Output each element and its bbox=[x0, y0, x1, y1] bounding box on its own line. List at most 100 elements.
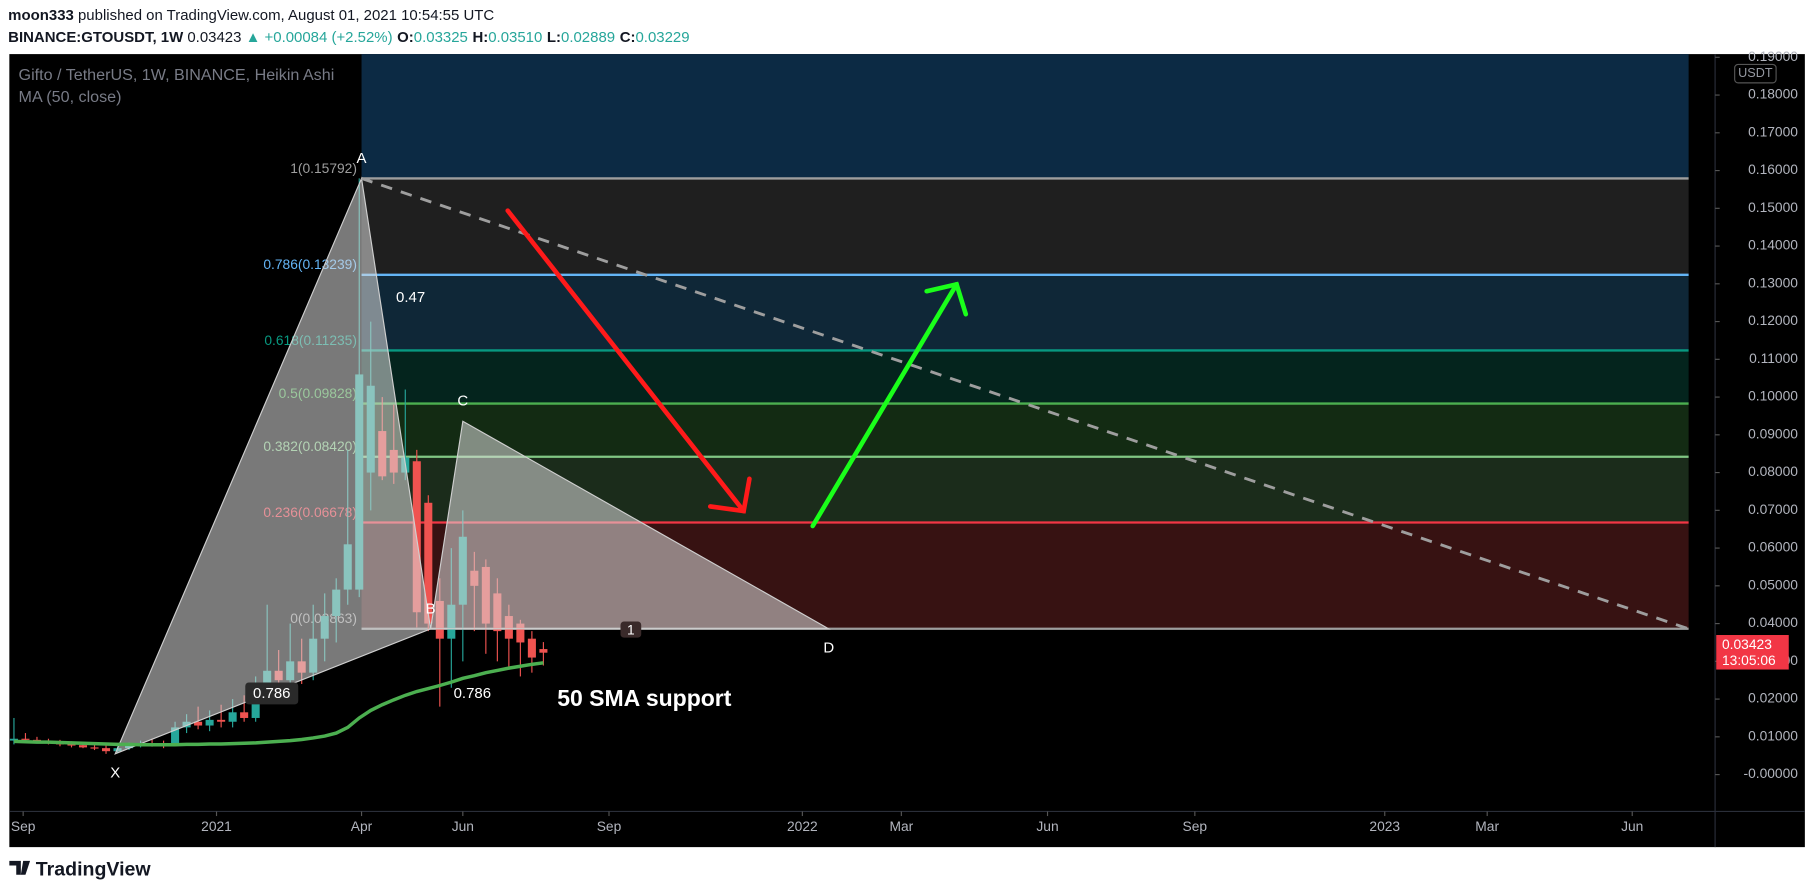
annotation: 50 SMA support bbox=[557, 685, 732, 711]
published: published on TradingView.com, August 01,… bbox=[78, 7, 494, 24]
logo-text: TradingView bbox=[36, 858, 152, 880]
fib-fill bbox=[361, 178, 1689, 275]
ohlc-value: 0.03229 bbox=[635, 29, 689, 46]
candle-body bbox=[21, 738, 30, 740]
y-tick-label: 0.13000 bbox=[1748, 274, 1798, 290]
candle-body bbox=[240, 712, 249, 718]
legend-title: Gifto / TetherUS, 1W, BINANCE, Heikin As… bbox=[19, 66, 335, 84]
candle-body bbox=[217, 719, 226, 722]
candle-body bbox=[171, 727, 180, 746]
currency-box bbox=[1734, 63, 1777, 84]
x-tick-label: Sep bbox=[597, 818, 622, 834]
y-tick-label: 0.02000 bbox=[1748, 690, 1798, 706]
fib-fill bbox=[361, 403, 1689, 457]
candle-body bbox=[205, 719, 214, 726]
y-tick-label: 0.07000 bbox=[1748, 501, 1798, 517]
candle-body bbox=[251, 695, 260, 718]
y-tick-label: 0.06000 bbox=[1748, 539, 1798, 555]
ohlc-value: 0.03325 bbox=[414, 29, 468, 46]
x-tick-label: Jun bbox=[1036, 818, 1058, 834]
ohlc-key: O: bbox=[397, 29, 414, 46]
y-tick-label: 0.01000 bbox=[1748, 727, 1798, 743]
legend-indicator: MA (50, close) bbox=[19, 88, 122, 106]
trend-line bbox=[361, 177, 1690, 631]
y-tick-label: 0.11000 bbox=[1749, 350, 1798, 366]
leg-label: 1 bbox=[627, 621, 635, 637]
symbol: BINANCE:GTOUSDT, 1W bbox=[8, 29, 184, 46]
leg-box bbox=[620, 621, 642, 638]
candle-body bbox=[78, 745, 88, 748]
ratio-box bbox=[245, 682, 299, 705]
candle-body bbox=[527, 638, 536, 658]
green-arrow bbox=[810, 281, 969, 529]
change: ▲ +0.00084 (+2.52%) bbox=[246, 29, 393, 46]
ma-line bbox=[13, 661, 544, 747]
ratio-label: 0.786 bbox=[454, 685, 491, 702]
current-price-label: 0.03423 bbox=[1722, 636, 1772, 652]
y-tick-label: 0.19000 bbox=[1748, 48, 1798, 64]
y-tick-label: 0.15000 bbox=[1748, 199, 1798, 215]
fib-fill bbox=[361, 274, 1689, 351]
y-tick-label: 0.16000 bbox=[1748, 161, 1798, 177]
candle-body bbox=[539, 649, 548, 653]
fib-fill bbox=[361, 350, 1689, 404]
x-tick-label: Mar bbox=[1475, 818, 1499, 834]
y-tick-label: 0.10000 bbox=[1748, 388, 1798, 404]
y-tick-label: -0.00000 bbox=[1743, 765, 1798, 781]
author: moon333 bbox=[8, 7, 74, 24]
price-axis bbox=[1715, 54, 1805, 812]
symbol-line: BINANCE:GTOUSDT, 1W 0.03423 ▲ +0.00084 (… bbox=[8, 29, 689, 46]
fib-retracement: 1(0.15792)0.786(0.13239)0.618(0.11235)0.… bbox=[263, 54, 1689, 630]
y-tick-label: 0.14000 bbox=[1748, 237, 1798, 253]
y-tick-label: 0.17000 bbox=[1748, 123, 1798, 139]
red-arrow bbox=[505, 208, 752, 514]
ohlc-value: 0.03510 bbox=[488, 29, 542, 46]
xabcd-pattern: X A B C D bbox=[110, 150, 834, 782]
x-tick-label: Sep bbox=[1183, 818, 1208, 834]
ratio-label: 0.786 bbox=[253, 685, 290, 702]
current-price-box bbox=[1716, 635, 1789, 670]
y-tick-label: 0.18000 bbox=[1748, 86, 1798, 102]
candle-body bbox=[101, 748, 111, 752]
candle-body bbox=[228, 712, 237, 722]
pattern-point-label: C bbox=[457, 393, 468, 410]
x-tick-label: Apr bbox=[351, 818, 373, 834]
y-tick-label: 0.12000 bbox=[1748, 312, 1798, 328]
candle-body bbox=[516, 623, 525, 643]
candle-body bbox=[194, 721, 203, 726]
time-axis bbox=[9, 811, 1805, 848]
x-tick-label: Sep bbox=[11, 818, 36, 834]
currency: USDT bbox=[1738, 66, 1773, 80]
candle-body bbox=[67, 744, 76, 746]
ratio-label: 0.47 bbox=[396, 289, 425, 306]
ohlc-key: C: bbox=[620, 29, 636, 46]
y-tick-label: 0.05000 bbox=[1748, 576, 1798, 592]
header-line: moon333 published on TradingView.com, Au… bbox=[8, 7, 494, 24]
ohlc-value: 0.02889 bbox=[561, 29, 615, 46]
x-tick-label: 2022 bbox=[787, 818, 818, 834]
x-tick-label: 2021 bbox=[201, 818, 232, 834]
y-tick-label: 0.08000 bbox=[1748, 463, 1798, 479]
pattern-point-label: D bbox=[823, 639, 834, 656]
pattern-point-label: B bbox=[426, 600, 436, 617]
x-tick-label: 2023 bbox=[1369, 818, 1400, 834]
y-tick-label: 0.09000 bbox=[1748, 425, 1798, 441]
fib-fill bbox=[361, 54, 1689, 179]
ohlc-key: H: bbox=[472, 29, 488, 46]
logo bbox=[9, 860, 31, 875]
overlays bbox=[13, 177, 1690, 747]
countdown-label: 13:05:06 bbox=[1722, 652, 1776, 668]
fib-label: 1(0.15792) bbox=[290, 160, 357, 176]
last-price: 0.03423 bbox=[187, 29, 241, 46]
x-tick-label: Jun bbox=[1621, 818, 1643, 834]
candle-body bbox=[90, 747, 99, 749]
x-tick-label: Jun bbox=[452, 818, 474, 834]
y-tick-label: 0.04000 bbox=[1748, 614, 1798, 630]
x-tick-label: Mar bbox=[889, 818, 913, 834]
candle-body bbox=[9, 738, 18, 741]
pattern-point-label: A bbox=[357, 150, 367, 167]
pattern-point-label: X bbox=[110, 764, 120, 781]
ohlc-key: L: bbox=[547, 29, 561, 46]
candle-body bbox=[424, 502, 433, 624]
